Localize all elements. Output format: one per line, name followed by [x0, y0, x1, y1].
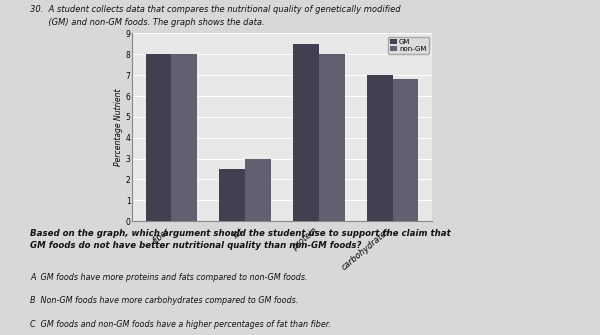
Y-axis label: Percentage Nutrient: Percentage Nutrient — [114, 88, 123, 166]
Text: B  Non-GM foods have more carbohydrates compared to GM foods.: B Non-GM foods have more carbohydrates c… — [30, 296, 298, 306]
Bar — [245, 158, 271, 221]
Bar — [392, 79, 418, 221]
Text: Based on the graph, which argument should the student use to support the claim t: Based on the graph, which argument shoul… — [30, 229, 451, 250]
Bar — [172, 54, 197, 221]
Bar — [146, 54, 172, 221]
Bar — [293, 44, 319, 221]
Bar — [367, 75, 392, 221]
Text: (GM) and non-GM foods. The graph shows the data.: (GM) and non-GM foods. The graph shows t… — [30, 18, 265, 27]
Text: 30.  A student collects data that compares the nutritional quality of geneticall: 30. A student collects data that compare… — [30, 5, 401, 14]
Text: A  GM foods have more proteins and fats compared to non-GM foods.: A GM foods have more proteins and fats c… — [30, 273, 308, 282]
Bar — [319, 54, 344, 221]
Legend: GM, non-GM: GM, non-GM — [388, 37, 428, 54]
Text: C  GM foods and non-GM foods have a higher percentages of fat than fiber.: C GM foods and non-GM foods have a highe… — [30, 320, 331, 329]
Bar — [220, 169, 245, 221]
